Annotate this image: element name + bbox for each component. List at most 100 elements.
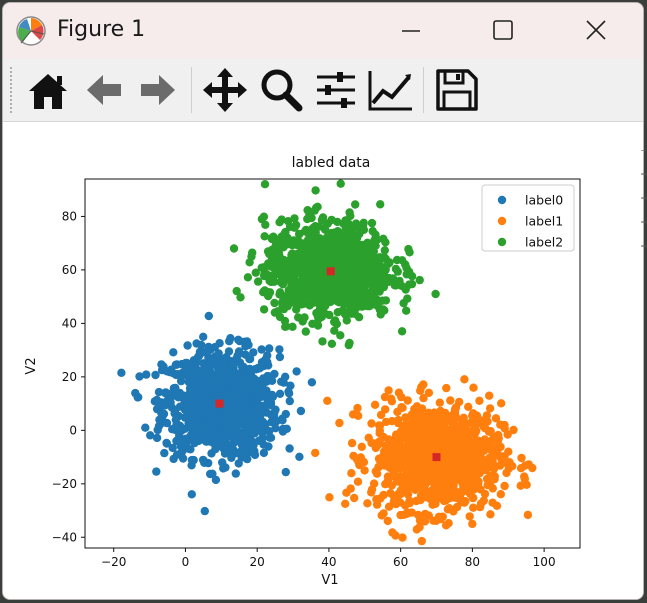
point-label1: [424, 425, 433, 434]
point-label1: [325, 493, 334, 502]
point-label2: [259, 212, 269, 221]
point-label0: [266, 400, 276, 410]
close-button[interactable]: [573, 13, 619, 49]
point-label0: [152, 433, 162, 443]
configure-subplots-button[interactable]: [311, 65, 361, 115]
point-label2: [253, 277, 263, 286]
point-label2: [275, 288, 285, 297]
point-label2: [283, 217, 293, 226]
point-label0: [233, 351, 242, 360]
point-label1: [433, 474, 443, 483]
point-label0: [214, 433, 223, 442]
point-label0: [181, 370, 190, 379]
title-bar[interactable]: Figure 1: [3, 3, 643, 59]
point-label0: [223, 420, 232, 430]
home-button[interactable]: [23, 65, 73, 115]
point-label1: [367, 419, 376, 428]
point-label0: [243, 375, 253, 385]
series-label0: [117, 311, 317, 516]
legend-item-label1: label1: [497, 214, 563, 229]
point-label1: [396, 440, 405, 450]
maximize-icon: [493, 20, 513, 40]
point-label0: [275, 389, 285, 398]
point-label0: [281, 467, 290, 477]
back-button[interactable]: [79, 65, 129, 115]
point-label2: [373, 302, 383, 311]
toolbar-grip[interactable]: [10, 67, 14, 113]
forward-button[interactable]: [133, 65, 183, 115]
point-label2: [407, 279, 417, 289]
point-label1: [426, 432, 435, 441]
point-label0: [229, 385, 239, 395]
point-label1: [375, 421, 384, 430]
point-label1: [497, 399, 506, 408]
series-label2: [229, 179, 440, 350]
point-label2: [273, 258, 283, 267]
point-label1: [400, 451, 409, 460]
figure-canvas[interactable]: labled data −20 0 20 40 60 80 100 −40 −20 0 20 40 6…: [3, 122, 643, 599]
point-label0: [284, 389, 294, 398]
point-label2: [276, 240, 285, 249]
point-label0: [226, 334, 235, 343]
point-label1: [488, 498, 497, 507]
point-label2: [322, 234, 332, 243]
point-label0: [189, 455, 198, 465]
series-label1: [311, 375, 537, 546]
point-label2: [315, 298, 325, 308]
point-label0: [235, 336, 244, 346]
point-label2: [354, 284, 363, 293]
point-label1: [357, 442, 366, 451]
maximize-button[interactable]: [479, 13, 525, 49]
point-label2: [232, 286, 241, 296]
centroid-marker: [432, 453, 441, 462]
y-tick-label: −40: [52, 530, 77, 544]
point-label0: [239, 442, 248, 451]
point-label1: [374, 463, 383, 472]
point-label0: [255, 410, 264, 420]
point-label2: [327, 339, 337, 348]
point-label2: [298, 283, 308, 292]
point-label2: [281, 227, 290, 237]
point-label2: [344, 234, 353, 243]
x-tick-label: 40: [321, 555, 336, 569]
point-label2: [325, 256, 334, 265]
edit-axis-button[interactable]: [365, 65, 415, 115]
point-label2: [259, 288, 268, 297]
point-label0: [222, 397, 231, 407]
point-label1: [496, 490, 505, 499]
point-label0: [197, 348, 206, 357]
point-label1: [383, 516, 392, 526]
point-label1: [524, 460, 533, 469]
point-label1: [354, 411, 363, 420]
point-label0: [162, 438, 171, 448]
point-label1: [449, 437, 459, 446]
point-label2: [295, 230, 304, 239]
point-label1: [412, 525, 421, 534]
point-label2: [402, 270, 411, 279]
point-label2: [311, 186, 320, 195]
point-label2: [307, 231, 316, 240]
point-label0: [275, 345, 284, 354]
point-label2: [376, 310, 385, 319]
point-label1: [432, 429, 441, 439]
pan-button[interactable]: [200, 65, 250, 115]
point-label0: [152, 467, 161, 476]
point-label0: [178, 438, 187, 447]
point-label0: [233, 411, 242, 420]
point-label0: [171, 423, 180, 432]
zoom-magnifier-icon: [261, 69, 303, 112]
save-button[interactable]: [431, 65, 481, 115]
legend-marker: [497, 195, 507, 205]
point-label2: [315, 275, 324, 284]
point-label0: [243, 454, 252, 464]
minimize-button[interactable]: [387, 13, 433, 49]
point-label0: [211, 475, 221, 485]
point-label2: [339, 250, 348, 260]
point-label1: [360, 466, 369, 475]
point-label2: [346, 211, 355, 221]
point-label1: [445, 489, 454, 498]
point-label0: [220, 358, 229, 367]
zoom-button[interactable]: [256, 65, 306, 115]
point-label0: [226, 368, 236, 377]
